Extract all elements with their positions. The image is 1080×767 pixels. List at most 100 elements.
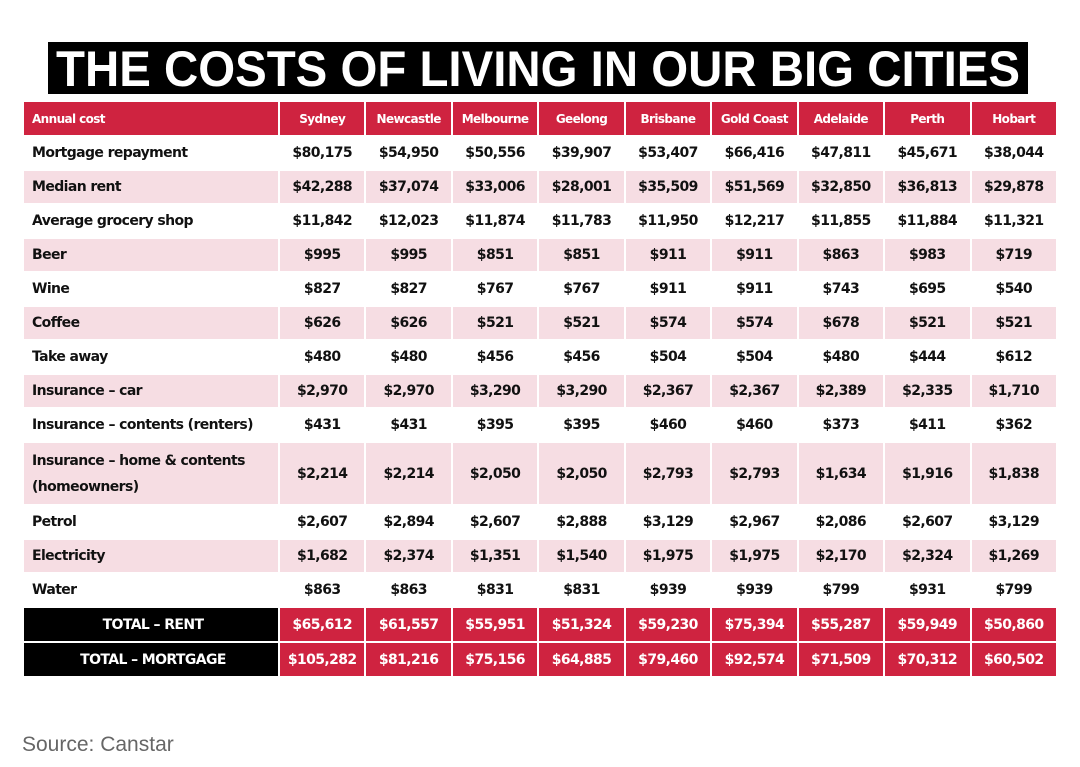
cell: $3,290: [537, 373, 626, 409]
table-row: Petrol $2,607 $2,894 $2,607 $2,888 $3,129 $2,9…: [22, 504, 1058, 540]
cell: $983: [883, 237, 972, 273]
table-row: Coffee $626 $626 $521 $521 $574 $574 $678 $521 $5…: [22, 305, 1058, 341]
cell: $50,556: [450, 135, 540, 171]
table-row: TOTAL – MORTGAGE $105,282 $81,216 $75,156 $6…: [22, 641, 1058, 678]
cell: $11,783: [537, 203, 626, 239]
row-label: Beer: [22, 237, 280, 273]
cell: $939: [710, 572, 799, 608]
cell: $12,217: [710, 203, 799, 239]
cell: $50,860: [969, 606, 1058, 643]
cell: $61,557: [364, 606, 453, 643]
cell: Adelaide: [796, 100, 886, 137]
cell: $480: [796, 339, 886, 375]
cell: $2,607: [450, 504, 540, 540]
cell: $444: [883, 339, 972, 375]
cell: Newcastle: [364, 100, 453, 137]
cell: $2,894: [364, 504, 453, 540]
cell: $540: [969, 271, 1058, 307]
cell: Sydney: [277, 100, 367, 137]
cell: $2,607: [883, 504, 972, 540]
row-label: Take away: [22, 339, 280, 375]
cell: $831: [537, 572, 626, 608]
cell: $2,335: [883, 373, 972, 409]
cell: $55,951: [450, 606, 540, 643]
table-row: Wine $827 $827 $767 $767 $911 $911 $743 $695 $540: [22, 271, 1058, 307]
row-label: Average grocery shop: [22, 203, 280, 239]
cell: $831: [450, 572, 540, 608]
cell: $911: [623, 237, 713, 273]
cell: $460: [710, 407, 799, 443]
row-label: Water: [22, 572, 280, 608]
cell: $863: [277, 572, 367, 608]
row-label: Electricity: [22, 538, 280, 574]
cell: $54,950: [364, 135, 453, 171]
row-label: Coffee: [22, 305, 280, 341]
cell: $574: [623, 305, 713, 341]
table-row: Insurance – home & contents (homeowners)…: [22, 441, 1058, 506]
row-label: Wine: [22, 271, 280, 307]
cell: Brisbane: [623, 100, 713, 137]
cell: $2,214: [364, 441, 453, 506]
cell: $851: [537, 237, 626, 273]
cell: $480: [277, 339, 367, 375]
cell: $70,312: [883, 641, 972, 678]
cell: $863: [796, 237, 886, 273]
cell: $53,407: [623, 135, 713, 171]
cell: $678: [796, 305, 886, 341]
cell: $521: [969, 305, 1058, 341]
cell: $59,949: [883, 606, 972, 643]
table-row: Insurance – car $2,970 $2,970 $3,290 $3,290 $…: [22, 373, 1058, 409]
row-label: TOTAL – RENT: [22, 606, 280, 643]
cell: $36,813: [883, 169, 972, 205]
table-row: Mortgage repayment $80,175 $54,950 $50,556 $…: [22, 135, 1058, 171]
cell: $827: [364, 271, 453, 307]
table-row: Take away $480 $480 $456 $456 $504 $504 $480 $44…: [22, 339, 1058, 375]
table-row: Median rent $42,288 $37,074 $33,006 $28,001 $…: [22, 169, 1058, 205]
cell: $38,044: [969, 135, 1058, 171]
cell: $456: [450, 339, 540, 375]
cell: $59,230: [623, 606, 713, 643]
cell: $105,282: [277, 641, 367, 678]
cell: $39,907: [537, 135, 626, 171]
cell: $626: [364, 305, 453, 341]
cell: $81,216: [364, 641, 453, 678]
cell: $35,509: [623, 169, 713, 205]
cell: $79,460: [623, 641, 713, 678]
cell: $521: [883, 305, 972, 341]
cell: $1,269: [969, 538, 1058, 574]
cell: $2,214: [277, 441, 367, 506]
cell: $2,793: [623, 441, 713, 506]
cell: $521: [537, 305, 626, 341]
cell: $2,050: [537, 441, 626, 506]
row-label: Annual cost: [22, 100, 280, 137]
table-row: Insurance – contents (renters) $431 $431 $3…: [22, 407, 1058, 443]
cell: $2,970: [277, 373, 367, 409]
cell: $51,324: [537, 606, 626, 643]
cell: $574: [710, 305, 799, 341]
cell: $2,374: [364, 538, 453, 574]
cell: $2,170: [796, 538, 886, 574]
cell: $456: [537, 339, 626, 375]
cell: $911: [623, 271, 713, 307]
cell: $60,502: [969, 641, 1058, 678]
source: Source: Canstar: [22, 733, 174, 756]
cell: $75,394: [710, 606, 799, 643]
row-label: Median rent: [22, 169, 280, 205]
table-row: Annual cost Sydney Newcastle Melbourne Geelo…: [22, 100, 1058, 137]
cell: $47,811: [796, 135, 886, 171]
table-row: Average grocery shop $11,842 $12,023 $11,87…: [22, 203, 1058, 239]
cell: $3,290: [450, 373, 540, 409]
cell: $28,001: [537, 169, 626, 205]
cell: $504: [710, 339, 799, 375]
row-label: Petrol: [22, 504, 280, 540]
cell: $1,351: [450, 538, 540, 574]
row-label: Insurance – home & contents (homeowners): [22, 441, 280, 506]
cell: $3,129: [623, 504, 713, 540]
cell: $2,050: [450, 441, 540, 506]
cell: Melbourne: [450, 100, 540, 137]
cell: $411: [883, 407, 972, 443]
cell: $11,321: [969, 203, 1058, 239]
cell: $863: [364, 572, 453, 608]
cell: $911: [710, 237, 799, 273]
